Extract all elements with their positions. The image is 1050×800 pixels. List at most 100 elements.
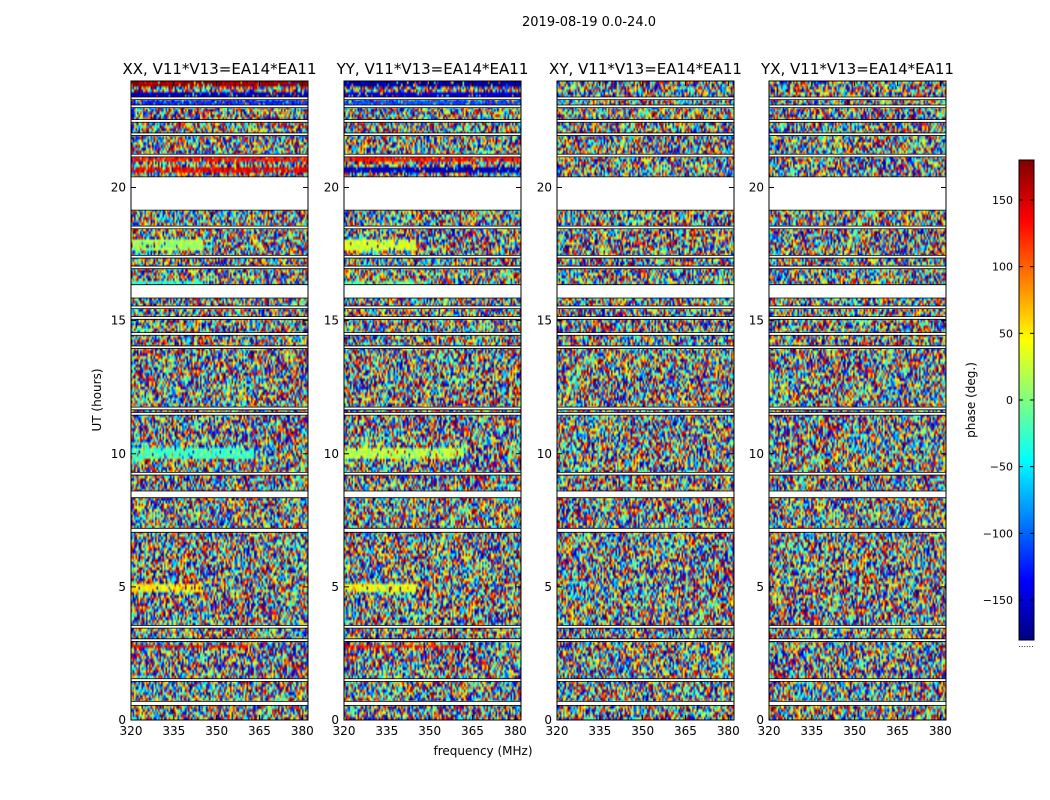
flagged-gap xyxy=(344,255,521,259)
panel-frame xyxy=(556,80,735,721)
flagged-gap xyxy=(131,412,308,416)
flagged-gap xyxy=(344,266,521,269)
flagged-gap xyxy=(769,119,946,123)
y-tick-label: 0 xyxy=(118,713,126,727)
y-tick-label: 10 xyxy=(111,447,126,461)
flagged-gap xyxy=(769,255,946,259)
y-tick-label: 20 xyxy=(324,181,339,195)
x-tick-label: 365 xyxy=(886,724,909,738)
x-axis-label: frequency (MHz) xyxy=(433,744,532,758)
flagged-gap xyxy=(344,104,521,108)
x-tick-label: 365 xyxy=(248,724,271,738)
flagged-gap xyxy=(769,284,946,298)
y-tick-label: 0 xyxy=(756,713,764,727)
flagged-gap xyxy=(344,332,521,336)
flagged-gap xyxy=(769,407,946,410)
y-tick-label: 15 xyxy=(749,314,764,328)
flagged-gap xyxy=(557,491,734,498)
flagged-gap xyxy=(131,701,308,706)
panel-title: XY, V11*V13=EA14*EA11 xyxy=(549,60,742,78)
y-tick-label: 0 xyxy=(331,713,339,727)
flagged-gap xyxy=(131,528,308,533)
flagged-gap xyxy=(131,678,308,682)
colorbar-tick-label: 50 xyxy=(999,327,1013,340)
flagged-gap xyxy=(131,104,308,108)
x-tick-label: 350 xyxy=(843,724,866,738)
colorbar: −150 −100 −50 0 50 100 150 xyxy=(983,159,1035,641)
flagged-gap xyxy=(344,305,521,309)
panels: XX, V11*V13=EA14*EA11 320 335 350 365 380 0 5 10… xyxy=(111,60,954,738)
flagged-gap xyxy=(344,678,521,682)
flagged-gap xyxy=(769,625,946,629)
y-tick-label: 15 xyxy=(537,314,552,328)
flagged-gap xyxy=(344,345,521,349)
flagged-gap xyxy=(769,104,946,108)
flagged-gap xyxy=(344,412,521,416)
flagged-gap xyxy=(131,407,308,410)
figure-title: 2019-08-19 0.0-24.0 xyxy=(522,15,656,30)
flagged-gap xyxy=(131,132,308,136)
x-tick-label: 365 xyxy=(674,724,697,738)
flagged-gap xyxy=(557,266,734,269)
y-tick-label: 5 xyxy=(331,580,339,594)
heatmap-panel-4: YX, V11*V13=EA14*EA11 320 335 350 365 380 0 5 10… xyxy=(749,60,954,738)
y-tick-label: 15 xyxy=(111,314,126,328)
colorbar-tick-label: 150 xyxy=(992,194,1013,207)
flagged-gap xyxy=(557,255,734,259)
flagged-gap xyxy=(769,678,946,682)
y-axis-label: UT (hours) xyxy=(90,368,104,431)
flagged-gap xyxy=(769,316,946,320)
flagged-gap xyxy=(769,305,946,309)
flagged-gap xyxy=(557,104,734,108)
flagged-gap xyxy=(769,176,946,211)
flagged-gap xyxy=(557,284,734,298)
x-tick-label: 350 xyxy=(418,724,441,738)
flagged-gap xyxy=(131,119,308,123)
panel-title: YY, V11*V13=EA14*EA11 xyxy=(336,60,529,78)
x-tick-label: 350 xyxy=(631,724,654,738)
flagged-gap xyxy=(769,528,946,533)
flagged-gap xyxy=(557,96,734,100)
colorbar-tick-label: 100 xyxy=(992,261,1013,274)
flagged-gap xyxy=(344,625,521,629)
colorbar-tick-label: −50 xyxy=(990,461,1013,474)
x-tick-label: 320 xyxy=(120,724,143,738)
flagged-gap xyxy=(344,154,521,157)
flagged-gap xyxy=(131,266,308,269)
x-tick-label: 380 xyxy=(929,724,952,738)
x-tick-label: 335 xyxy=(588,724,611,738)
flagged-gap xyxy=(769,638,946,642)
colorbar-label: phase (deg.) xyxy=(964,362,978,438)
flagged-gap xyxy=(557,332,734,336)
flagged-gap xyxy=(769,412,946,416)
flagged-gap xyxy=(769,154,946,157)
flagged-gap xyxy=(344,638,521,642)
flagged-gap xyxy=(557,625,734,629)
y-tick-label: 0 xyxy=(544,713,552,727)
flagged-gap xyxy=(557,472,734,476)
x-tick-label: 380 xyxy=(291,724,314,738)
x-tick-label: 335 xyxy=(375,724,398,738)
flagged-gap xyxy=(557,154,734,157)
flagged-gap xyxy=(344,96,521,100)
y-tick-label: 20 xyxy=(111,181,126,195)
flagged-gap xyxy=(131,625,308,629)
flagged-gap xyxy=(131,638,308,642)
colorbar-tick-label: 0 xyxy=(1006,394,1013,407)
flagged-gap xyxy=(769,132,946,136)
x-tick-label: 335 xyxy=(162,724,185,738)
flagged-gap xyxy=(131,96,308,100)
flagged-gap xyxy=(557,132,734,136)
flagged-gap xyxy=(344,226,521,229)
flagged-gap xyxy=(344,176,521,211)
flagged-gap xyxy=(557,316,734,320)
flagged-gap xyxy=(557,226,734,229)
x-tick-label: 380 xyxy=(504,724,527,738)
flagged-gap xyxy=(769,701,946,706)
flagged-gap xyxy=(557,528,734,533)
flagged-gap xyxy=(769,226,946,229)
flagged-gap xyxy=(769,266,946,269)
flagged-gap xyxy=(344,132,521,136)
y-tick-label: 20 xyxy=(749,181,764,195)
